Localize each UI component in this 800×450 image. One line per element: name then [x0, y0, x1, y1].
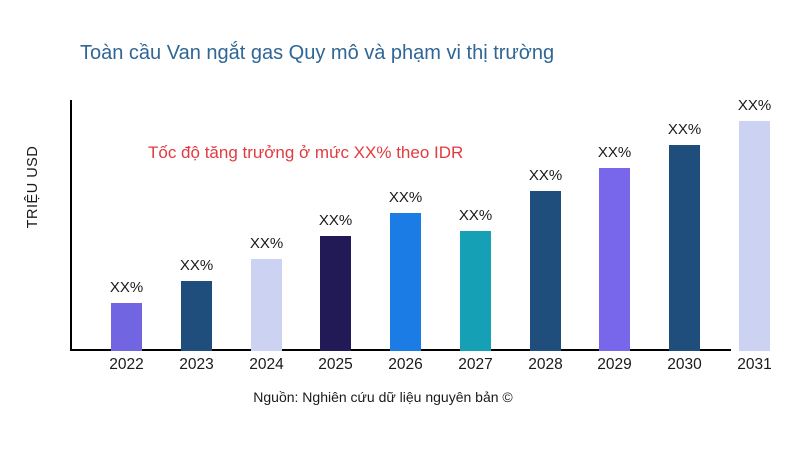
y-axis-label: TRIỆU USD — [25, 145, 41, 229]
bar-2022 — [111, 303, 142, 351]
bar-2025 — [320, 236, 351, 351]
bar-2031 — [739, 121, 770, 351]
bar-value-label-2025: XX% — [318, 212, 353, 229]
chart-title: Toàn cầu Van ngắt gas Quy mô và phạm vi … — [80, 42, 555, 64]
bar-value-label-2024: XX% — [249, 235, 284, 252]
bar-2023 — [181, 281, 212, 351]
bar-2024 — [251, 259, 282, 351]
x-tick-label-2022: 2022 — [109, 356, 144, 373]
bar-value-label-2031: XX% — [737, 97, 772, 114]
y-axis-line — [70, 100, 72, 351]
bar-value-label-2030: XX% — [667, 121, 702, 138]
bar-2030 — [669, 145, 700, 351]
bar-value-label-2029: XX% — [597, 144, 632, 161]
bar-2027 — [460, 231, 491, 351]
x-tick-label-2023: 2023 — [179, 356, 214, 373]
growth-rate-annotation: Tốc độ tăng trưởng ở mức XX% theo IDR — [148, 143, 464, 162]
bar-value-label-2027: XX% — [458, 207, 493, 224]
bar-value-label-2022: XX% — [109, 279, 144, 296]
x-tick-label-2029: 2029 — [597, 356, 632, 373]
bar-value-label-2026: XX% — [388, 189, 423, 206]
source-footer: Nguồn: Nghiên cứu dữ liệu nguyên bản © — [253, 389, 513, 405]
x-tick-label-2031: 2031 — [737, 356, 772, 373]
x-tick-label-2025: 2025 — [318, 356, 353, 373]
bar-2028 — [530, 191, 561, 351]
bar-value-label-2023: XX% — [179, 257, 214, 274]
x-tick-label-2027: 2027 — [458, 356, 493, 373]
bar-2026 — [390, 213, 421, 351]
bar-value-label-2028: XX% — [528, 167, 563, 184]
x-tick-label-2024: 2024 — [249, 356, 284, 373]
bar-2029 — [599, 168, 630, 351]
x-tick-label-2026: 2026 — [388, 356, 423, 373]
x-tick-label-2030: 2030 — [667, 356, 702, 373]
x-tick-label-2028: 2028 — [528, 356, 563, 373]
